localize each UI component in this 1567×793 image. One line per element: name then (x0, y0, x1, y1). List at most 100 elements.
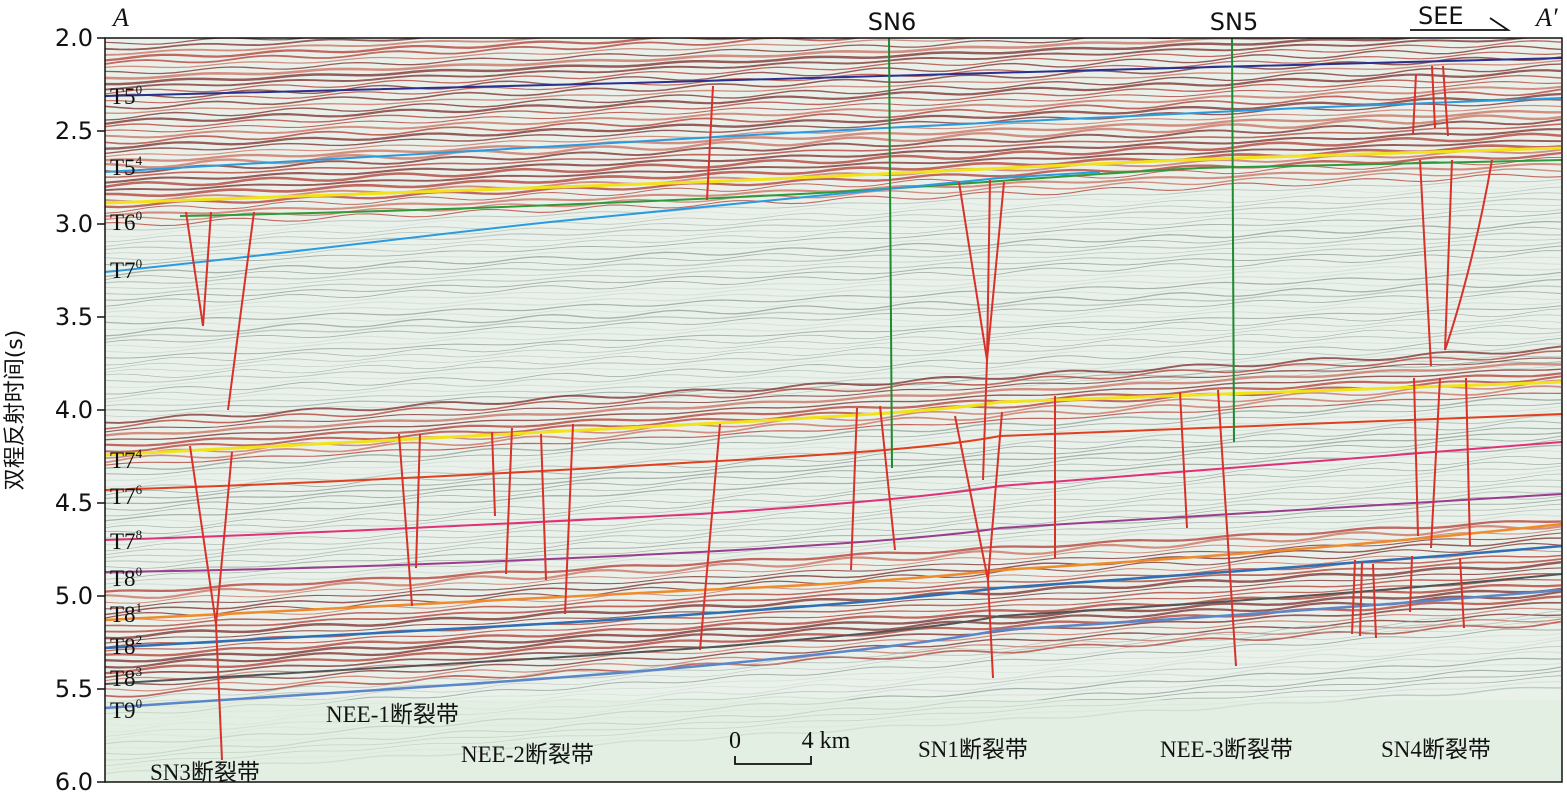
reflection-trace (105, 537, 1561, 616)
reflection-trace (105, 532, 1562, 610)
horizon-T7-4 (105, 380, 1562, 457)
fault-zone-label-nee1: NEE-1断裂带 (326, 702, 459, 727)
reflection-trace (105, 38, 1302, 80)
reflection-trace (105, 439, 1562, 517)
reflection-trace (105, 567, 1562, 644)
reflection-trace (105, 520, 1562, 593)
reflection-trace (105, 245, 1562, 301)
reflection-trace (105, 173, 1562, 227)
reflection-trace (105, 267, 1562, 319)
reflection-trace (105, 98, 1562, 155)
y-tick-label: 4.0 (55, 396, 93, 424)
y-tick-label: 3.0 (55, 210, 93, 238)
reflection-trace (105, 337, 1562, 395)
reflection-trace (105, 449, 1562, 526)
scale-bar-line (734, 756, 812, 765)
horizon-label-T8-1: T81 (110, 600, 142, 627)
well-label-sn6: SN6 (868, 8, 916, 36)
fault-nee2-d (564, 423, 574, 615)
fault-zone-label-sn4: SN4断裂带 (1381, 737, 1491, 762)
reflection-trace (105, 601, 1562, 679)
reflection-trace (105, 620, 1562, 698)
reflection-trace (105, 402, 1562, 476)
reflection-trace (105, 514, 1562, 589)
fault-sn1-d (982, 359, 988, 481)
reflection-trace (105, 485, 1562, 559)
fault-sn1-f (987, 411, 1003, 581)
reflection-trace (105, 308, 1562, 366)
reflection-trace (105, 109, 1561, 162)
reflection-trace (105, 578, 1562, 652)
horizon-label-T8-0: T80 (110, 564, 142, 591)
horizon-label-T7-4: T74 (110, 446, 143, 473)
reflection-trace (105, 226, 1562, 280)
reflection-trace (105, 128, 1561, 184)
reflection-trace (105, 38, 621, 56)
horizon-lines (105, 57, 1562, 710)
reflection-trace (105, 622, 1562, 711)
reflection-trace (105, 444, 1562, 522)
reflection-trace (105, 216, 1562, 271)
reflection-trace (105, 584, 1562, 657)
horizon-T7-6 (105, 413, 1562, 491)
reflection-trace (105, 499, 1562, 574)
reflection-trace (105, 232, 1562, 284)
horizon-label-T6-0: T60 (110, 208, 142, 235)
reflection-trace (105, 554, 1562, 627)
horizon-label-T9-0: T90 (110, 696, 142, 723)
reflection-trace (105, 420, 1562, 496)
fault-sn4-k (1459, 557, 1465, 629)
horizon-T8-2 (105, 544, 1562, 650)
horizon-label-T7-0: T70 (110, 256, 142, 283)
reflection-trace (105, 335, 1562, 388)
reflection-trace (105, 118, 1562, 174)
reflection-trace (105, 509, 1562, 585)
reflection-trace (105, 331, 1562, 383)
reflection-trace (105, 392, 1562, 466)
fault-nee2-c (540, 433, 547, 581)
fault-sn4-h (1359, 561, 1363, 637)
reflection-trace (105, 38, 863, 65)
reflection-trace (105, 590, 1562, 669)
scale-bar-end-label: 4 km (802, 728, 851, 754)
reflection-trace (105, 250, 1562, 307)
horizon-label-T8-2: T82 (110, 632, 142, 659)
reflection-trace (105, 427, 1562, 499)
fault-lines (185, 65, 1493, 761)
fault-sn1-a (958, 181, 988, 361)
section-end-label: A′ (1534, 3, 1558, 32)
fault-sn1-g (987, 579, 994, 679)
reflection-trace (105, 455, 1562, 529)
fault-sn4-g (1351, 559, 1356, 635)
direction-arrow-icon (1410, 17, 1511, 31)
reflection-trace (105, 613, 1562, 686)
fault-sn4-j (1409, 555, 1413, 613)
horizon-T8-1 (105, 522, 1562, 622)
reflection-trace (105, 409, 1562, 488)
fault-sn3-f (215, 623, 223, 761)
reflection-trace (105, 468, 1562, 546)
fault-nee2-b (505, 427, 513, 575)
reflection-trace (105, 104, 1562, 158)
fault-zone-label-sn1: SN1断裂带 (918, 737, 1028, 762)
reflection-trace (105, 132, 1562, 189)
well-lines (888, 38, 1235, 469)
y-tick-label: 6.0 (55, 768, 93, 793)
horizon-T5-4 (105, 97, 1562, 173)
reflection-trace (105, 139, 1562, 192)
fault-sn1-b (986, 179, 991, 361)
horizon-T6-0-green (179, 159, 1562, 217)
y-tick-label: 3.5 (55, 303, 93, 331)
reflection-trace (105, 261, 1562, 314)
reflection-trace (105, 301, 1562, 354)
fault-sn3-e (215, 451, 233, 625)
fault-sn6-a (850, 407, 858, 571)
fault-sn4-e (1430, 377, 1441, 549)
reflection-trace (105, 628, 1562, 715)
y-axis: 2.0 2.5 3.0 3.5 4.0 4.5 5.0 5.5 6.0 (55, 24, 105, 793)
reflection-trace (105, 372, 1562, 447)
fault-upper-mid (706, 85, 714, 201)
horizon-T8-3 (105, 573, 1562, 685)
reflection-trace (105, 345, 1562, 424)
